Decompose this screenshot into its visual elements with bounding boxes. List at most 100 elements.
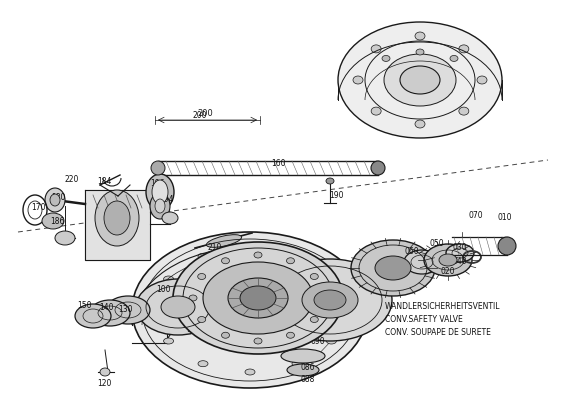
Ellipse shape xyxy=(162,212,178,224)
Text: 090: 090 xyxy=(311,336,325,346)
Text: CONV. SOUPAPE DE SURETE: CONV. SOUPAPE DE SURETE xyxy=(385,328,491,337)
Ellipse shape xyxy=(459,45,469,53)
Ellipse shape xyxy=(55,231,75,245)
Text: 184: 184 xyxy=(97,178,111,186)
Text: 160: 160 xyxy=(271,158,285,168)
Ellipse shape xyxy=(416,49,424,55)
Text: 100: 100 xyxy=(156,286,170,294)
Text: 194: 194 xyxy=(158,196,173,204)
Ellipse shape xyxy=(151,161,165,175)
Text: 020: 020 xyxy=(441,268,455,276)
Ellipse shape xyxy=(245,245,255,251)
Ellipse shape xyxy=(477,76,487,84)
Ellipse shape xyxy=(95,190,139,246)
Text: WANDLERSICHERHEITSVENTIL: WANDLERSICHERHEITSVENTIL xyxy=(385,302,500,311)
Ellipse shape xyxy=(498,237,516,255)
Ellipse shape xyxy=(371,161,385,175)
Ellipse shape xyxy=(287,364,319,376)
Text: 050: 050 xyxy=(430,240,444,248)
Ellipse shape xyxy=(310,316,318,322)
Ellipse shape xyxy=(42,213,64,229)
Ellipse shape xyxy=(424,244,472,276)
Ellipse shape xyxy=(221,258,229,264)
Ellipse shape xyxy=(189,295,197,301)
Ellipse shape xyxy=(292,253,302,259)
Text: 088: 088 xyxy=(301,376,315,384)
Ellipse shape xyxy=(100,368,110,376)
Ellipse shape xyxy=(164,338,174,344)
Ellipse shape xyxy=(371,45,381,53)
Ellipse shape xyxy=(150,193,170,219)
Ellipse shape xyxy=(136,279,220,335)
Ellipse shape xyxy=(338,22,502,138)
Text: 030: 030 xyxy=(453,244,468,252)
Ellipse shape xyxy=(353,76,363,84)
Ellipse shape xyxy=(371,107,381,115)
Text: 150: 150 xyxy=(77,300,91,310)
Ellipse shape xyxy=(281,349,325,363)
Ellipse shape xyxy=(151,307,161,313)
Ellipse shape xyxy=(207,235,242,247)
Text: 130: 130 xyxy=(118,306,132,314)
Ellipse shape xyxy=(254,252,262,258)
Text: 170: 170 xyxy=(31,204,45,212)
Ellipse shape xyxy=(152,180,168,204)
Text: 140: 140 xyxy=(98,304,113,312)
Ellipse shape xyxy=(228,278,288,318)
Ellipse shape xyxy=(446,244,474,262)
Ellipse shape xyxy=(146,174,174,210)
Ellipse shape xyxy=(198,316,205,322)
Ellipse shape xyxy=(198,274,205,280)
Text: 070: 070 xyxy=(469,210,483,220)
Ellipse shape xyxy=(198,253,208,259)
Text: 086: 086 xyxy=(301,362,315,372)
Ellipse shape xyxy=(161,296,195,318)
Text: 110: 110 xyxy=(186,326,200,334)
Ellipse shape xyxy=(326,178,334,184)
Ellipse shape xyxy=(310,274,318,280)
Ellipse shape xyxy=(240,286,276,310)
Ellipse shape xyxy=(450,56,458,62)
Text: 210: 210 xyxy=(208,244,222,252)
Ellipse shape xyxy=(292,361,302,367)
Ellipse shape xyxy=(415,32,425,40)
Ellipse shape xyxy=(164,276,174,282)
Ellipse shape xyxy=(221,332,229,338)
Ellipse shape xyxy=(404,250,440,274)
Ellipse shape xyxy=(327,276,336,282)
Text: 060: 060 xyxy=(405,248,419,256)
Ellipse shape xyxy=(382,56,390,62)
Ellipse shape xyxy=(439,254,457,266)
Ellipse shape xyxy=(339,307,349,313)
Ellipse shape xyxy=(50,194,60,206)
Text: 200: 200 xyxy=(197,108,213,118)
Ellipse shape xyxy=(45,188,65,212)
Ellipse shape xyxy=(327,338,336,344)
Text: 196: 196 xyxy=(150,180,164,188)
Ellipse shape xyxy=(351,240,435,296)
Ellipse shape xyxy=(314,290,346,310)
Ellipse shape xyxy=(286,332,294,338)
Ellipse shape xyxy=(132,232,368,388)
Ellipse shape xyxy=(319,295,327,301)
Ellipse shape xyxy=(173,242,343,354)
Ellipse shape xyxy=(400,66,440,94)
Ellipse shape xyxy=(384,54,456,106)
Ellipse shape xyxy=(286,258,294,264)
Text: 200: 200 xyxy=(193,110,207,120)
Text: 120: 120 xyxy=(97,378,111,388)
Polygon shape xyxy=(85,190,150,260)
Ellipse shape xyxy=(75,304,111,328)
Ellipse shape xyxy=(254,338,262,344)
Ellipse shape xyxy=(155,199,165,213)
Ellipse shape xyxy=(203,262,313,334)
Ellipse shape xyxy=(90,300,130,326)
Ellipse shape xyxy=(375,256,411,280)
Text: 186: 186 xyxy=(50,216,64,226)
Ellipse shape xyxy=(106,296,150,324)
Text: 040: 040 xyxy=(453,258,468,266)
Ellipse shape xyxy=(245,369,255,375)
Ellipse shape xyxy=(302,282,358,318)
Ellipse shape xyxy=(104,201,130,235)
Ellipse shape xyxy=(415,120,425,128)
